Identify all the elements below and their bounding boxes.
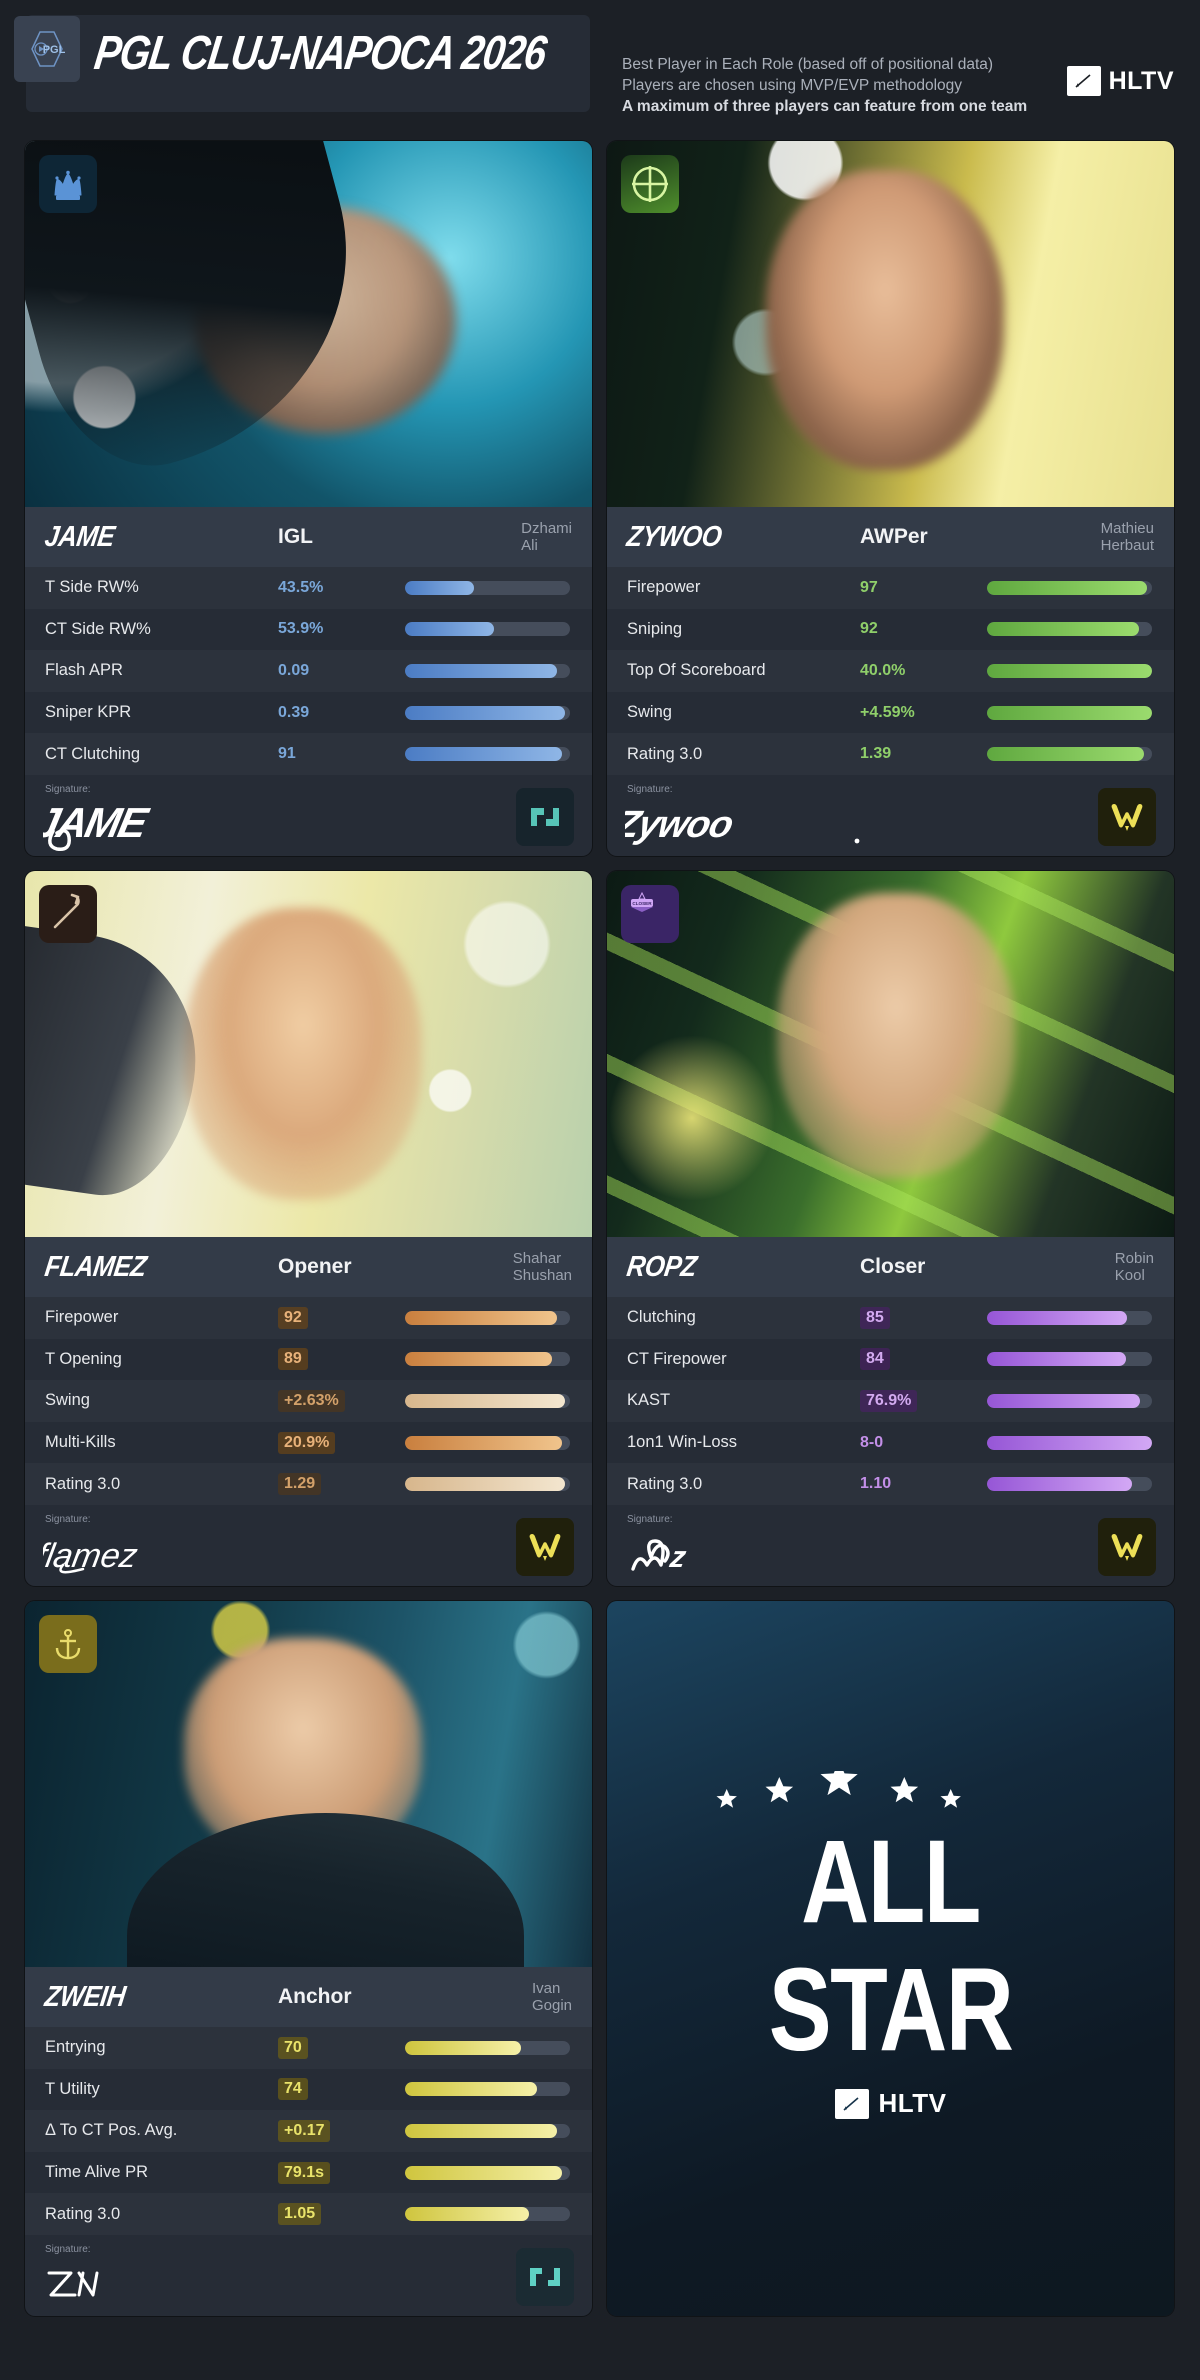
svg-text:JAME: JAME (43, 799, 154, 845)
svg-text:CLOSER: CLOSER (632, 901, 652, 906)
svg-text:flamez: flamez (43, 1537, 140, 1575)
svg-text:Zywoo: Zywoo (625, 803, 738, 845)
svg-text:z: z (667, 1541, 689, 1574)
svg-text:PGL: PGL (43, 44, 66, 56)
